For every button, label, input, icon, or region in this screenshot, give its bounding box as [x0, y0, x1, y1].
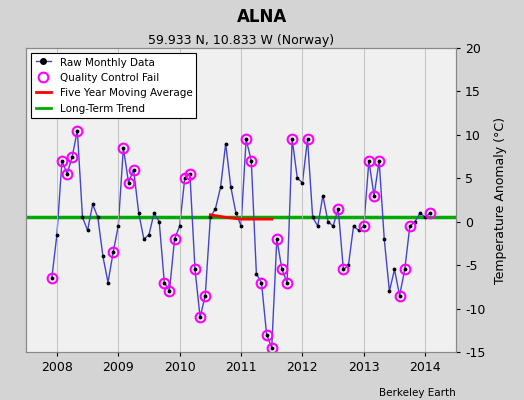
Title: 59.933 N, 10.833 W (Norway): 59.933 N, 10.833 W (Norway): [148, 34, 334, 47]
Text: ALNA: ALNA: [237, 8, 287, 26]
Text: Berkeley Earth: Berkeley Earth: [379, 388, 456, 398]
Legend: Raw Monthly Data, Quality Control Fail, Five Year Moving Average, Long-Term Tren: Raw Monthly Data, Quality Control Fail, …: [31, 53, 196, 118]
Y-axis label: Temperature Anomaly (°C): Temperature Anomaly (°C): [494, 116, 507, 284]
